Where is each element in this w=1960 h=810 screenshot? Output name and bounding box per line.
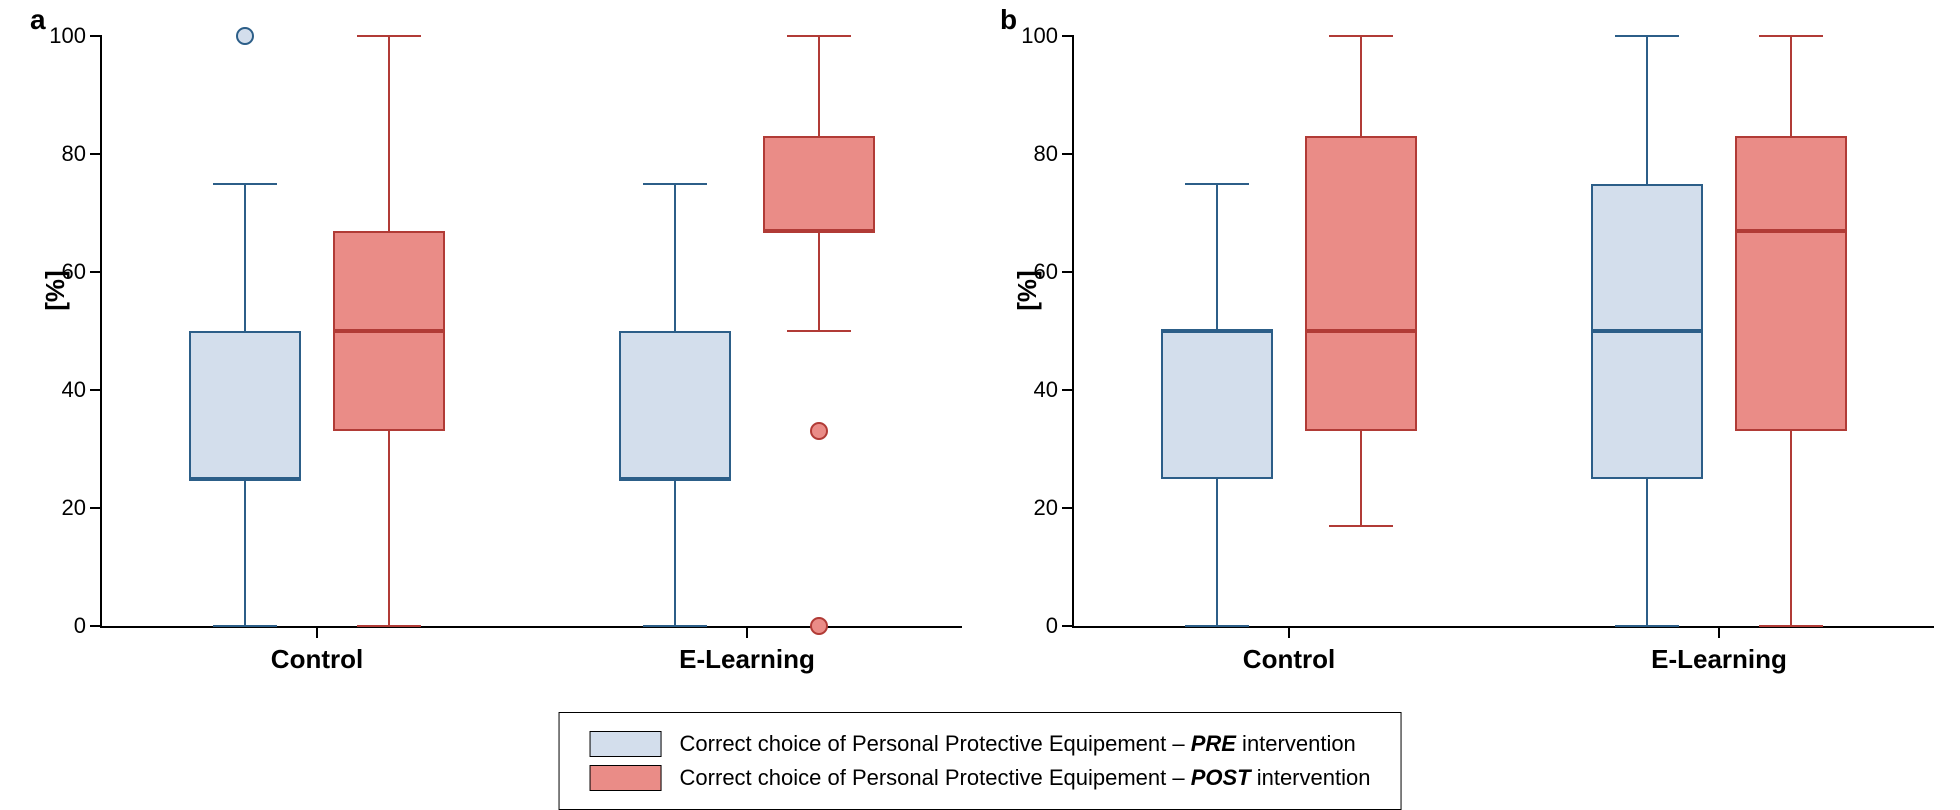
median-line bbox=[763, 229, 875, 233]
ytick-label: 20 bbox=[62, 495, 86, 521]
ytick-label: 0 bbox=[74, 613, 86, 639]
ytick bbox=[1062, 271, 1074, 273]
ytick-label: 80 bbox=[62, 141, 86, 167]
plot-area-a: 020406080100ControlE-Learning bbox=[100, 36, 962, 628]
whisker-lower bbox=[818, 231, 820, 331]
legend-swatch-pre bbox=[590, 731, 662, 757]
ytick bbox=[1062, 625, 1074, 627]
ytick bbox=[90, 625, 102, 627]
whisker-lower bbox=[674, 479, 676, 627]
whisker-cap-upper bbox=[357, 35, 421, 37]
whisker-cap-lower bbox=[787, 330, 851, 332]
boxplot-box-post bbox=[763, 136, 875, 230]
boxplot-box-pre bbox=[1161, 331, 1273, 479]
whisker-lower bbox=[1790, 431, 1792, 626]
median-line bbox=[619, 477, 731, 481]
legend-text: Correct choice of Personal Protective Eq… bbox=[680, 731, 1356, 757]
ytick bbox=[90, 507, 102, 509]
xtick-label: E-Learning bbox=[679, 644, 815, 675]
y-axis-label: [%] bbox=[1012, 270, 1043, 310]
outlier-point bbox=[236, 27, 254, 45]
legend-text: Correct choice of Personal Protective Eq… bbox=[680, 765, 1371, 791]
whisker-upper bbox=[388, 36, 390, 231]
median-line bbox=[333, 329, 445, 333]
whisker-cap-upper bbox=[1185, 183, 1249, 185]
y-axis-label: [%] bbox=[40, 270, 71, 310]
whisker-cap-upper bbox=[643, 183, 707, 185]
plot-area-b: 020406080100ControlE-Learning bbox=[1072, 36, 1934, 628]
whisker-lower bbox=[1646, 479, 1648, 627]
median-line bbox=[1161, 329, 1273, 333]
whisker-cap-lower bbox=[643, 625, 707, 627]
ytick bbox=[90, 389, 102, 391]
boxplot-box-pre bbox=[619, 331, 731, 479]
ytick bbox=[1062, 507, 1074, 509]
figure: a 020406080100ControlE-Learning [%] b 020406… bbox=[0, 0, 1960, 797]
xtick bbox=[316, 626, 318, 638]
legend: Correct choice of Personal Protective Eq… bbox=[559, 712, 1402, 810]
whisker-lower bbox=[1360, 431, 1362, 525]
xtick bbox=[746, 626, 748, 638]
panel-label-b: b bbox=[1000, 4, 1017, 36]
boxplot-box-post bbox=[1735, 136, 1847, 431]
ytick-label: 100 bbox=[1021, 23, 1058, 49]
ytick bbox=[1062, 35, 1074, 37]
whisker-upper bbox=[674, 184, 676, 332]
whisker-cap-lower bbox=[357, 625, 421, 627]
xtick bbox=[1718, 626, 1720, 638]
ytick-label: 20 bbox=[1034, 495, 1058, 521]
ytick-label: 80 bbox=[1034, 141, 1058, 167]
whisker-upper bbox=[1360, 36, 1362, 136]
ytick bbox=[90, 153, 102, 155]
legend-swatch-post bbox=[590, 765, 662, 791]
xtick-label: Control bbox=[1243, 644, 1335, 675]
whisker-upper bbox=[1646, 36, 1648, 184]
median-line bbox=[1735, 229, 1847, 233]
whisker-lower bbox=[1216, 479, 1218, 627]
whisker-cap-lower bbox=[1185, 625, 1249, 627]
ytick bbox=[90, 35, 102, 37]
whisker-cap-upper bbox=[1329, 35, 1393, 37]
whisker-upper bbox=[1790, 36, 1792, 136]
xtick-label: E-Learning bbox=[1651, 644, 1787, 675]
outlier-point bbox=[810, 617, 828, 635]
whisker-cap-lower bbox=[1759, 625, 1823, 627]
ytick-label: 40 bbox=[1034, 377, 1058, 403]
ytick bbox=[1062, 389, 1074, 391]
whisker-upper bbox=[1216, 184, 1218, 332]
whisker-cap-lower bbox=[1329, 525, 1393, 527]
outlier-point bbox=[810, 422, 828, 440]
whisker-cap-upper bbox=[1759, 35, 1823, 37]
whisker-cap-upper bbox=[213, 183, 277, 185]
boxplot-box-post bbox=[1305, 136, 1417, 431]
whisker-upper bbox=[244, 184, 246, 332]
boxplot-box-pre bbox=[189, 331, 301, 479]
legend-row-post: Correct choice of Personal Protective Eq… bbox=[590, 761, 1371, 795]
median-line bbox=[1591, 329, 1703, 333]
whisker-lower bbox=[244, 479, 246, 627]
whisker-cap-upper bbox=[1615, 35, 1679, 37]
median-line bbox=[1305, 329, 1417, 333]
legend-row-pre: Correct choice of Personal Protective Eq… bbox=[590, 727, 1371, 761]
xtick bbox=[1288, 626, 1290, 638]
whisker-cap-lower bbox=[1615, 625, 1679, 627]
whisker-lower bbox=[388, 431, 390, 626]
ytick-label: 100 bbox=[49, 23, 86, 49]
ytick bbox=[90, 271, 102, 273]
panel-label-a: a bbox=[30, 4, 46, 36]
whisker-cap-upper bbox=[787, 35, 851, 37]
ytick-label: 0 bbox=[1046, 613, 1058, 639]
whisker-cap-lower bbox=[213, 625, 277, 627]
ytick bbox=[1062, 153, 1074, 155]
median-line bbox=[189, 477, 301, 481]
whisker-upper bbox=[818, 36, 820, 136]
ytick-label: 40 bbox=[62, 377, 86, 403]
xtick-label: Control bbox=[271, 644, 363, 675]
